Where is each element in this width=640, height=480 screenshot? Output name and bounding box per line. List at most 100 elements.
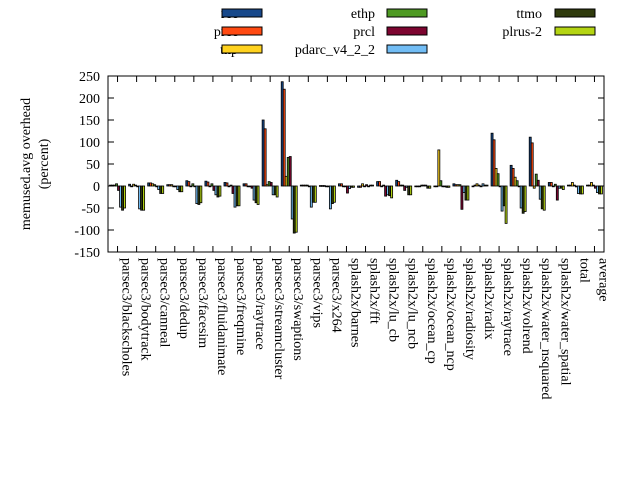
- axes: 250 200 150 100 50 0 -50 -100 -150 parsec3/blacks…: [74, 70, 610, 400]
- bar-ethp: [477, 184, 481, 187]
- bar-plrus-2: [409, 185, 413, 196]
- x-tick-label: splash2x/raytrace: [500, 258, 515, 356]
- x-tick-label: parsec3/swaptions: [290, 258, 305, 361]
- bar-ethp: [458, 184, 462, 187]
- x-tick-label: parsec3/raytrace: [252, 258, 267, 350]
- bar-prcl: [536, 179, 540, 187]
- y-tick-label: -150: [74, 246, 100, 261]
- x-tick-label: parsec3/facesim: [195, 258, 210, 348]
- x-tick-label: splash2x/radix: [481, 258, 496, 340]
- bar-prec: [397, 181, 401, 187]
- bar-plrus-2: [161, 185, 165, 194]
- bar-prec: [340, 183, 343, 187]
- legend-label: prcl: [353, 25, 375, 40]
- x-tick-label: splash2x/radiosity: [462, 258, 477, 360]
- legend-swatch: [554, 8, 596, 18]
- bar-prec: [549, 182, 553, 187]
- bar-plrus-2: [485, 184, 489, 187]
- y-tick-label: 0: [93, 180, 100, 195]
- x-tick-label: splash2x/barnes: [347, 258, 362, 347]
- legend-swatch: [554, 26, 596, 36]
- y-tick-label: 50: [86, 158, 100, 173]
- bar-thp: [532, 185, 536, 189]
- x-tick-label: parsec3/x264: [328, 258, 343, 333]
- bar-plrus-2: [275, 185, 279, 198]
- x-tick-label: parsec3/fluidanimate: [214, 258, 229, 375]
- bar-prec: [492, 139, 496, 187]
- bar-plrus-2: [390, 185, 394, 199]
- bar-plrus-2: [313, 185, 317, 203]
- legend-swatch: [386, 44, 428, 54]
- bar-prec: [225, 182, 229, 187]
- x-tick-label: parsec3/streamcluster: [271, 258, 286, 380]
- bar-prcl: [269, 182, 273, 187]
- bar-prcl: [365, 184, 368, 187]
- bar-thp: [437, 149, 441, 187]
- x-tick-label: parsec3/freqmine: [233, 258, 248, 355]
- bar-prec: [435, 185, 439, 188]
- legend-swatch: [221, 8, 263, 18]
- x-tick-label: total: [576, 258, 591, 283]
- legend-swatch: [221, 26, 263, 36]
- bars: [109, 81, 603, 234]
- bar-prec: [263, 128, 267, 187]
- bar-prec: [359, 185, 362, 188]
- bar-prcl: [403, 185, 407, 191]
- bar-prec: [244, 183, 248, 187]
- bar-plrus-2: [123, 185, 126, 209]
- bar-prcl: [346, 185, 349, 194]
- bar-ethp: [401, 184, 405, 187]
- bar-ethp: [134, 184, 138, 187]
- bar-plrus-2: [218, 185, 222, 197]
- bar-plrus-2: [199, 185, 203, 204]
- x-tick-label: average: [595, 258, 610, 302]
- x-tick-label: splash2x/lu_ncb: [405, 258, 420, 349]
- x-tick-label: splash2x/ocean_cp: [424, 258, 439, 364]
- legend-swatch: [386, 26, 428, 36]
- bar-ethp: [553, 183, 557, 187]
- x-tick-label: splash2x/water_nsquared: [538, 258, 553, 400]
- bar-plrus-2: [600, 185, 603, 195]
- y-tick-label: 100: [79, 136, 100, 151]
- y-tick-label: 200: [79, 92, 100, 107]
- legend-label: pdarc_v4_2_2: [295, 43, 375, 58]
- bar-thp: [170, 184, 174, 187]
- legend-label: ttmo: [516, 7, 542, 22]
- bar-plrus-2: [542, 185, 546, 211]
- bar-ethp: [382, 184, 386, 187]
- bar-thp: [361, 183, 364, 187]
- bar-ethp: [153, 184, 157, 187]
- bar-plrus-2: [561, 185, 565, 190]
- bar-prec: [530, 142, 534, 187]
- bar-thp: [590, 182, 593, 187]
- x-tick-label: parsec3/bodytrack: [138, 258, 153, 361]
- y-axis-label-line2: (percent): [37, 138, 52, 189]
- x-tick-label: splash2x/lu_cb: [386, 258, 401, 342]
- bar-prec: [378, 181, 382, 187]
- y-tick-label: -50: [81, 202, 100, 217]
- bar-rec: [128, 183, 132, 187]
- bar-plrus-2: [447, 185, 451, 188]
- bar-ethp: [572, 184, 576, 187]
- bar-ethp: [210, 183, 214, 187]
- bar-plrus-2: [237, 185, 241, 207]
- y-tick-label: 150: [79, 114, 100, 129]
- y-tick-label: -100: [74, 224, 100, 239]
- bar-prcl: [288, 156, 292, 187]
- bar-ethp: [305, 184, 309, 187]
- x-tick-label: splash2x/fft: [367, 258, 382, 324]
- bar-ethp: [496, 173, 500, 187]
- bar-plrus-2: [294, 185, 298, 233]
- x-tick-label: parsec3/dedup: [176, 258, 191, 339]
- bar-prcl: [555, 185, 559, 201]
- bar-plrus-2: [352, 185, 355, 188]
- bar-prec: [282, 88, 286, 187]
- bar-plrus-2: [466, 185, 470, 201]
- bar-plrus-2: [180, 185, 184, 193]
- y-axis-label-line1: memused.avg overhead: [19, 98, 34, 230]
- bar-ethp: [592, 184, 595, 187]
- y-tick-label: 250: [79, 70, 100, 85]
- bar-ethp: [191, 183, 195, 187]
